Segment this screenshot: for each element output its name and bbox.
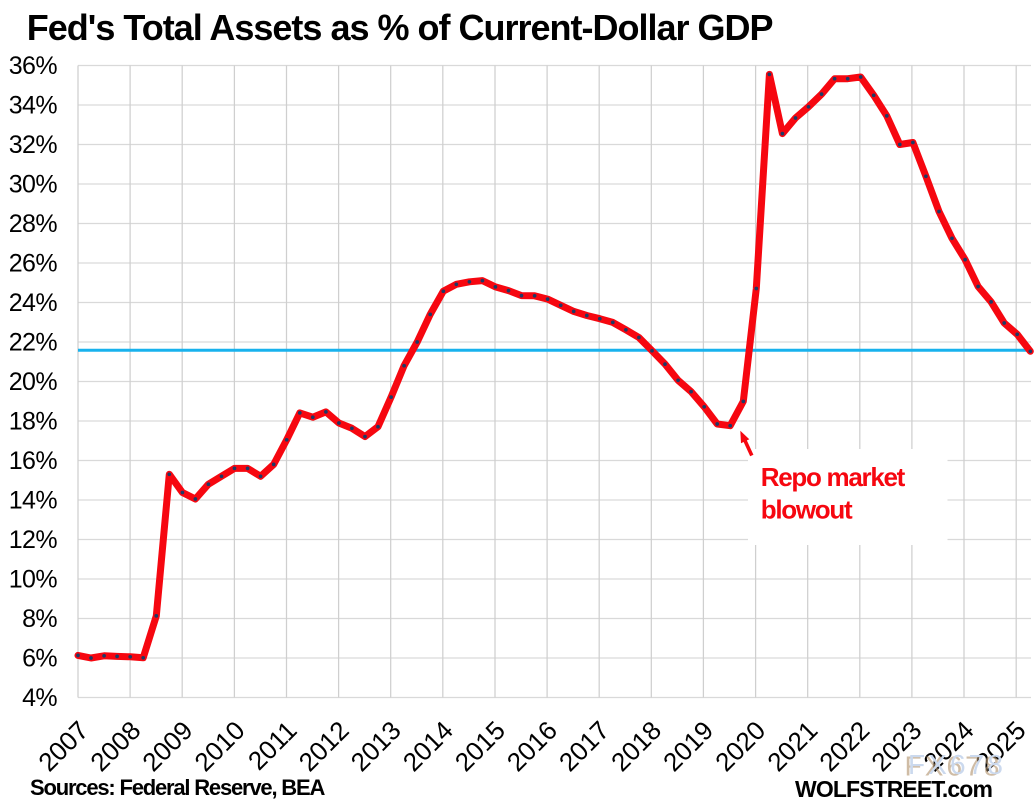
svg-text:18%: 18% xyxy=(9,408,58,436)
svg-text:36%: 36% xyxy=(9,52,58,80)
svg-text:32%: 32% xyxy=(9,131,58,159)
svg-text:8%: 8% xyxy=(22,605,57,633)
svg-text:12%: 12% xyxy=(9,526,58,554)
svg-text:30%: 30% xyxy=(9,171,58,199)
svg-text:34%: 34% xyxy=(9,92,58,120)
svg-text:14%: 14% xyxy=(9,487,58,515)
svg-text:26%: 26% xyxy=(9,250,58,278)
svg-text:FX678: FX678 xyxy=(908,749,1006,780)
svg-text:28%: 28% xyxy=(9,210,58,238)
svg-text:WOLFSTREET.com: WOLFSTREET.com xyxy=(795,776,992,802)
svg-text:Fed's Total Assets as % of Cur: Fed's Total Assets as % of Current-Dolla… xyxy=(27,7,773,48)
svg-text:Sources: Federal Reserve, BEA: Sources: Federal Reserve, BEA xyxy=(30,775,325,800)
svg-text:4%: 4% xyxy=(22,684,57,712)
svg-text:22%: 22% xyxy=(9,329,58,357)
svg-text:20%: 20% xyxy=(9,368,58,396)
svg-text:10%: 10% xyxy=(9,566,58,594)
svg-text:Repo market: Repo market xyxy=(761,462,906,492)
svg-text:24%: 24% xyxy=(9,289,58,317)
svg-text:6%: 6% xyxy=(22,645,57,673)
svg-text:blowout: blowout xyxy=(761,495,853,525)
svg-text:FX678: FX678 xyxy=(905,751,1003,782)
svg-text:16%: 16% xyxy=(9,447,58,475)
